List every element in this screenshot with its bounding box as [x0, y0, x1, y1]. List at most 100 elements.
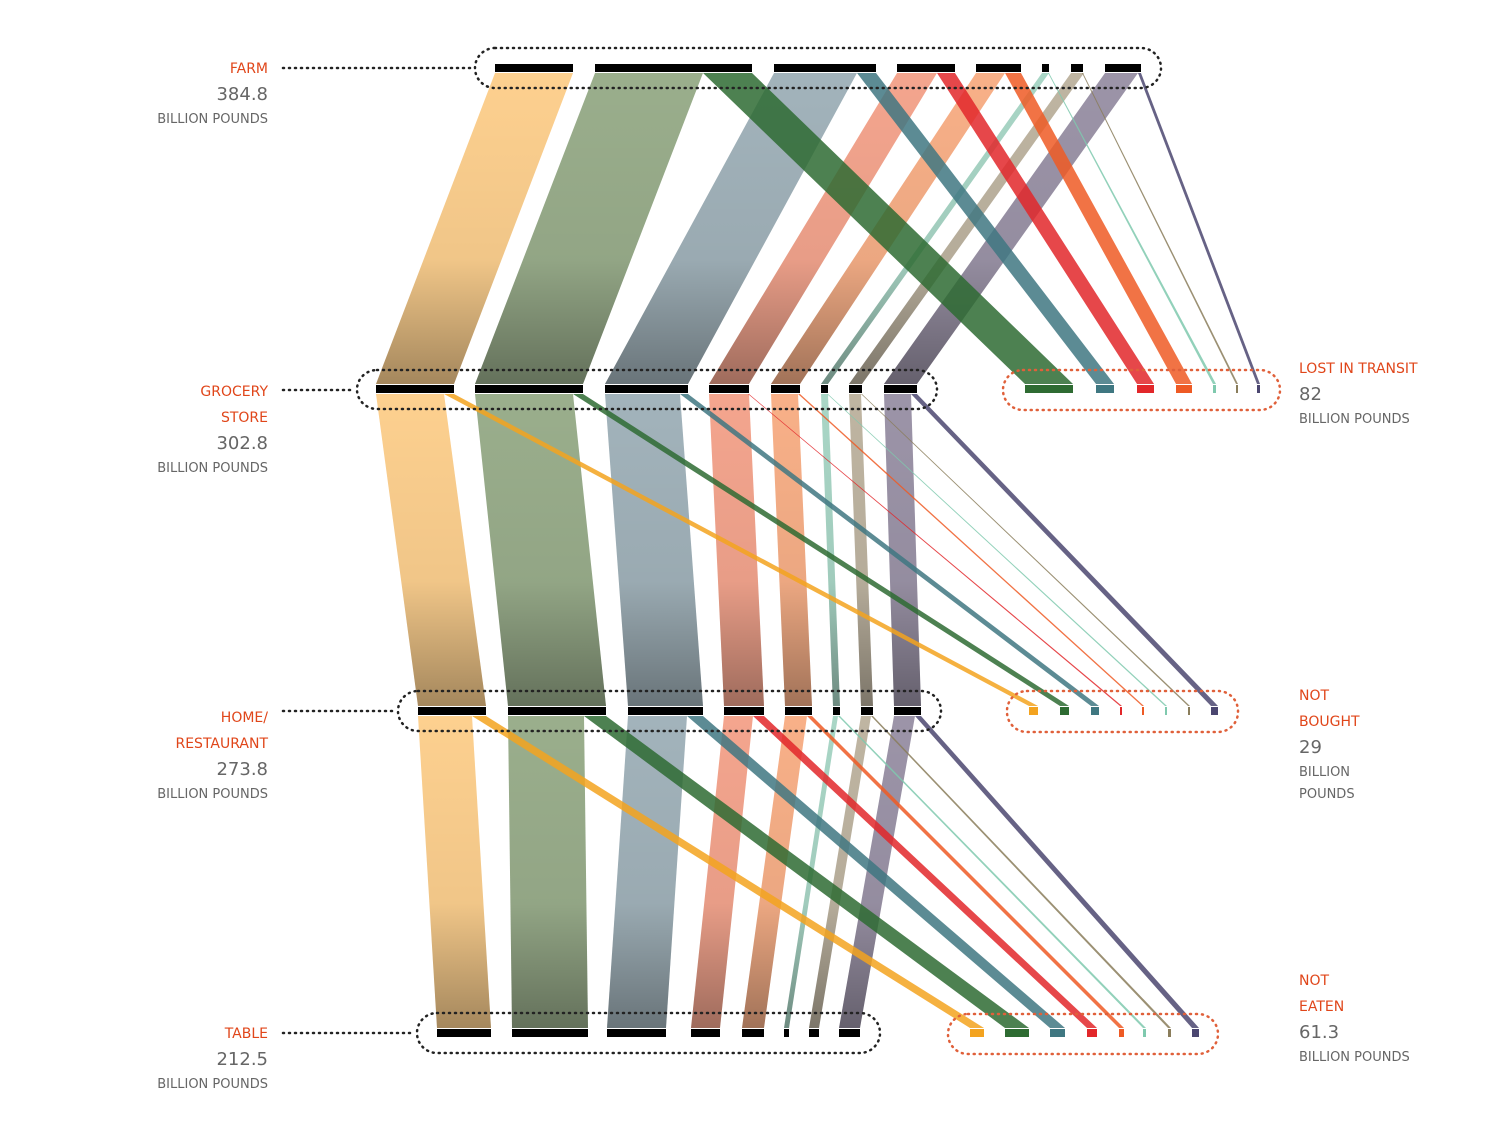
stage-bar	[976, 64, 1021, 72]
loss-flow	[687, 716, 1065, 1028]
flow-shade	[376, 394, 486, 706]
flow-shade	[376, 73, 573, 384]
stage-bar	[833, 707, 840, 715]
flow-shade	[771, 394, 812, 706]
labels: FARM 384.8 BILLION POUNDS GROCERY STORE 302.8…	[157, 61, 1418, 1092]
value: 273.8	[216, 759, 268, 780]
flow-shade	[418, 716, 491, 1028]
value: 302.8	[216, 433, 268, 454]
unit: BILLION	[1299, 765, 1350, 780]
stage-bar	[809, 1029, 819, 1037]
loss-flow	[444, 394, 1038, 706]
flow-shade	[849, 394, 873, 706]
loss-bar	[1050, 1029, 1065, 1037]
loss-bar	[1005, 1029, 1029, 1037]
stage-bar	[595, 64, 752, 72]
stage-bar	[495, 64, 573, 72]
value: 384.8	[216, 84, 268, 105]
loss-flow	[915, 716, 1199, 1028]
bars	[376, 64, 1260, 1037]
loss-outline	[1005, 689, 1240, 734]
stage-bar	[784, 1029, 789, 1037]
loss-bar	[1213, 385, 1216, 393]
stage-bar	[839, 1029, 860, 1037]
stage-bar	[709, 385, 749, 393]
stage-bar	[771, 385, 800, 393]
value: 212.5	[216, 1049, 268, 1070]
stage-bar	[437, 1029, 491, 1037]
flow-shade	[809, 716, 871, 1028]
label: GROCERY	[200, 384, 268, 400]
loss-bar	[1211, 707, 1218, 715]
flow-shade	[607, 716, 687, 1028]
loss-flow	[798, 394, 1144, 706]
loss-bar	[1096, 385, 1114, 393]
loss-flow	[827, 394, 1167, 706]
value: 61.3	[1299, 1022, 1339, 1043]
stage-bar	[774, 64, 876, 72]
flow-shade	[821, 394, 840, 706]
loss-bar	[1142, 707, 1144, 715]
loss-flow	[472, 716, 984, 1028]
loss-bar	[1257, 385, 1260, 393]
loss-bar	[1168, 1029, 1171, 1037]
label: RESTAURANT	[175, 736, 268, 752]
loss-flow	[1082, 73, 1238, 384]
loss-flow	[838, 716, 1146, 1028]
flow-shade	[475, 394, 606, 706]
stage-outline	[415, 1011, 882, 1055]
loss-bar	[1137, 385, 1154, 393]
label: NOT	[1299, 688, 1329, 704]
stage-outline	[396, 689, 943, 733]
stage-bar	[376, 385, 454, 393]
loss-bar	[1176, 385, 1192, 393]
stage-bar	[691, 1029, 720, 1037]
stage-bar	[849, 385, 862, 393]
loss-bar	[1192, 1029, 1199, 1037]
stage-bar	[742, 1029, 764, 1037]
flow-shade	[849, 73, 1084, 384]
loss-flow	[753, 716, 1097, 1028]
loss-flow	[703, 73, 1073, 384]
stage-bar	[605, 385, 688, 393]
flow-shade	[475, 73, 703, 384]
label: STORE	[221, 410, 268, 426]
loss-flow	[911, 394, 1218, 706]
label: BOUGHT	[1299, 714, 1360, 730]
loss-flow	[680, 394, 1099, 706]
stage-bar	[724, 707, 764, 715]
label: TABLE	[224, 1026, 268, 1042]
label: FARM	[230, 61, 268, 77]
loss-flow	[1005, 73, 1192, 384]
loss-bar	[1120, 707, 1122, 715]
loss-bar	[1087, 1029, 1097, 1037]
loss-flow	[748, 394, 1122, 706]
stage-bar	[894, 707, 921, 715]
loss-bar	[1025, 385, 1073, 393]
loss-flow	[937, 73, 1154, 384]
loss-bar	[1119, 1029, 1124, 1037]
stage-bar	[512, 1029, 588, 1037]
unit: BILLION POUNDS	[157, 1077, 268, 1092]
loss-flow	[573, 394, 1069, 706]
unit: BILLION POUNDS	[157, 787, 268, 802]
loss-flow	[584, 716, 1029, 1028]
label: EATEN	[1299, 999, 1344, 1015]
loss-flow	[1048, 73, 1216, 384]
loss-flow	[857, 73, 1114, 384]
loss-bar	[1029, 707, 1038, 715]
loss-bar	[970, 1029, 984, 1037]
flow-shade	[508, 716, 588, 1028]
flow-shade	[605, 394, 703, 706]
loss-bar	[1060, 707, 1069, 715]
label: HOME/	[221, 710, 268, 726]
stage-bar	[785, 707, 812, 715]
loss-bar	[1188, 707, 1190, 715]
stage-bar	[607, 1029, 666, 1037]
loss-bar	[1236, 385, 1238, 393]
outlines	[281, 46, 1282, 1056]
stage-bar	[884, 385, 917, 393]
unit: BILLION POUNDS	[157, 461, 268, 476]
stage-bar	[1071, 64, 1083, 72]
stage-outline	[355, 368, 939, 411]
